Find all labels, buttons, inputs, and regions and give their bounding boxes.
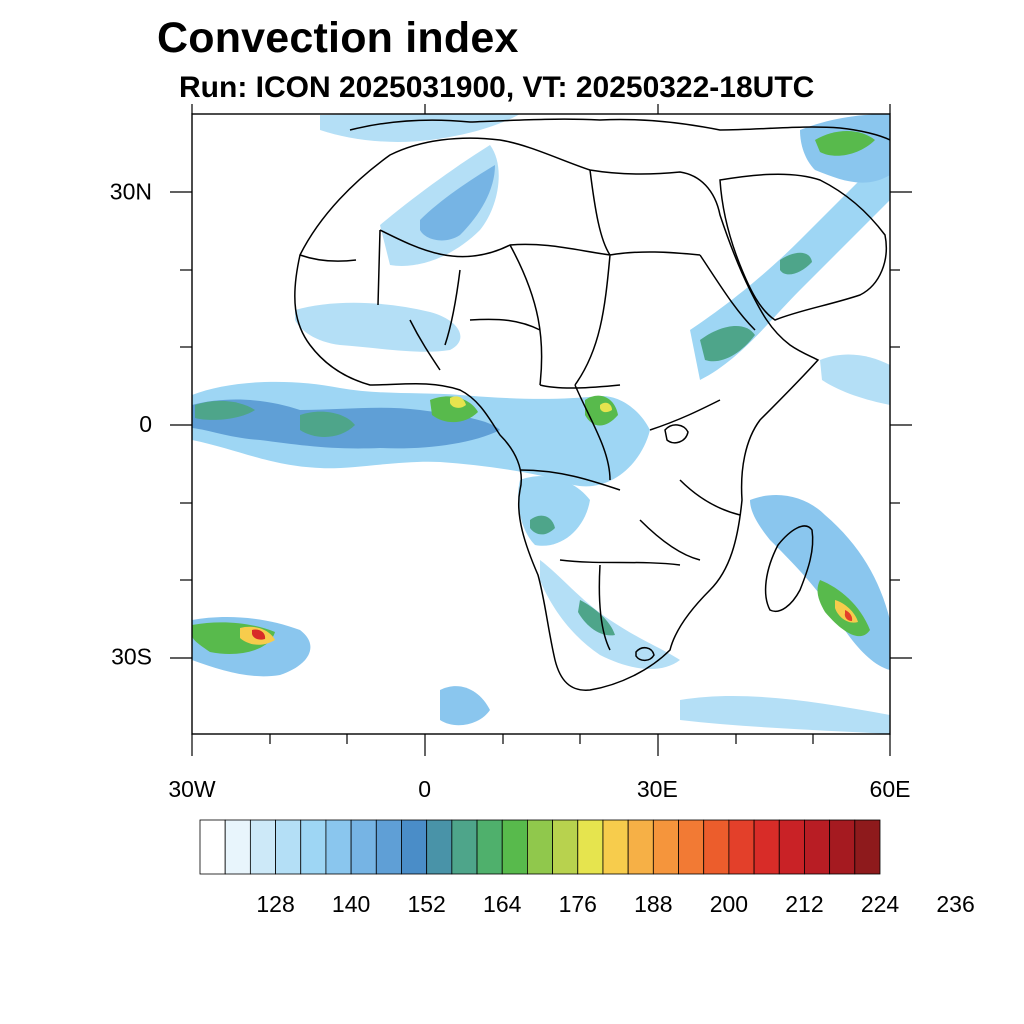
lon-label-0: 0: [418, 776, 431, 802]
colorbar-swatch: [829, 819, 856, 875]
colorbar-swatch: [401, 819, 428, 875]
colorbar-swatch: [426, 819, 453, 875]
colorbar-swatch: [199, 819, 226, 875]
colorbar: 128 140 152 164 176 188 200 212 224 236: [199, 819, 975, 917]
colorbar-swatch: [753, 819, 780, 875]
convection-cell: [530, 515, 555, 535]
convection-field: [192, 114, 890, 734]
lon-label-30e: 30E: [637, 776, 678, 802]
convection-band-southafrica: [540, 560, 680, 670]
colorbar-label: 224: [861, 891, 900, 917]
coastlines: [294, 118, 890, 691]
chart-subtitle: Run: ICON 2025031900, VT: 20250322-18UTC: [179, 71, 815, 104]
colorbar-swatch: [375, 819, 402, 875]
colorbar-swatch: [501, 819, 528, 875]
colorbar-swatch: [224, 819, 251, 875]
convection-cell: [450, 396, 466, 408]
colorbar-swatch: [703, 819, 730, 875]
lat-label-30n: 30N: [110, 179, 152, 205]
europe-coastline: [349, 118, 890, 141]
convection-cell: [700, 325, 755, 362]
lat-label-30s: 30S: [111, 644, 152, 670]
colorbar-swatch: [577, 819, 604, 875]
convection-cell: [780, 252, 812, 275]
colorbar-swatch: [249, 819, 276, 875]
colorbar-swatch: [300, 819, 327, 875]
latitude-labels: 30N 0 30S: [110, 179, 152, 670]
lat-label-0: 0: [139, 411, 152, 437]
convection-cell: [844, 610, 853, 621]
country-borders: [299, 169, 756, 651]
colorbar-swatch: [652, 819, 679, 875]
convection-band-sahara-core: [420, 165, 495, 241]
colorbar-swatch: [350, 819, 377, 875]
colorbar-swatch: [552, 819, 579, 875]
convection-cell: [300, 411, 355, 437]
colorbar-swatch: [602, 819, 629, 875]
colorbar-swatch: [275, 819, 302, 875]
arabia-coastline: [719, 173, 887, 321]
colorbar-label: 140: [332, 891, 370, 917]
convection-cell: [600, 402, 612, 413]
colorbar-label: 164: [483, 891, 522, 917]
convection-cell: [195, 400, 255, 420]
convection-cell: [815, 131, 875, 156]
map-frame: [191, 113, 891, 735]
convection-band-westafrica: [295, 302, 461, 352]
madagascar-coastline: [764, 525, 814, 612]
colorbar-swatch: [728, 819, 755, 875]
convection-band-indian: [820, 354, 890, 405]
colorbar-label: 152: [407, 891, 445, 917]
africa-coastline: [294, 137, 820, 691]
lon-label-30w: 30W: [168, 776, 216, 802]
colorbar-swatch: [854, 819, 881, 875]
lon-label-60e: 60E: [870, 776, 911, 802]
colorbar-label: 128: [256, 891, 294, 917]
chart-title: Convection index: [157, 14, 519, 62]
colorbar-label: 200: [710, 891, 748, 917]
colorbar-swatch: [627, 819, 654, 875]
convection-cell: [252, 629, 266, 640]
colorbar-swatch: [325, 819, 352, 875]
colorbar-swatch: [804, 819, 831, 875]
colorbar-swatch: [476, 819, 503, 875]
colorbar-swatch: [527, 819, 553, 875]
colorbar-swatch: [678, 819, 705, 875]
colorbar-swatch: [451, 819, 478, 875]
convection-band-southern: [680, 695, 890, 734]
longitude-labels: 30W 0 30E 60E: [168, 776, 910, 802]
colorbar-swatch: [778, 819, 805, 875]
convection-band-southern: [440, 686, 490, 726]
colorbar-label: 176: [559, 891, 597, 917]
convection-cell: [430, 396, 478, 423]
colorbar-label: 188: [634, 891, 672, 917]
colorbar-label: 236: [936, 891, 974, 917]
convection-band-congo-south: [518, 476, 590, 546]
axis-ticks: [170, 104, 912, 756]
convection-band-mediterranean: [320, 114, 520, 142]
convection-cell: [578, 600, 615, 636]
lesotho-border: [635, 647, 655, 662]
colorbar-label: 212: [785, 891, 823, 917]
lake-victoria: [664, 424, 689, 444]
